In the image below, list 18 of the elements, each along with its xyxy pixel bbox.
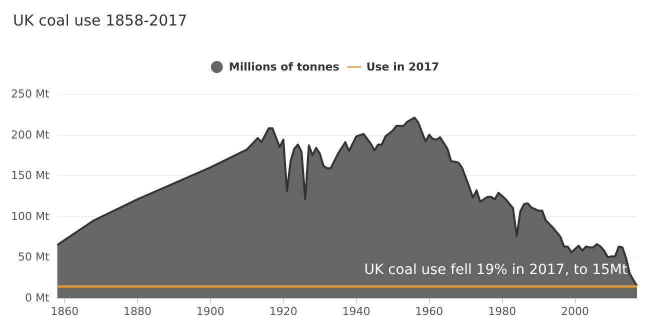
x-tick-label: 1980 xyxy=(488,305,516,318)
x-tick-label: 2000 xyxy=(561,305,590,318)
chart-title: UK coal use 1858-2017 xyxy=(13,12,188,30)
x-tick-label: 1860 xyxy=(50,305,79,318)
y-tick-label: 150 Mt xyxy=(11,169,50,182)
y-tick-label: 250 Mt xyxy=(11,88,50,100)
x-tick-label: 1900 xyxy=(196,305,224,318)
y-tick-label: 100 Mt xyxy=(11,210,50,223)
annotation: UK coal use fell 19% in 2017, to 15Mt xyxy=(364,262,628,278)
x-tick-label: 1880 xyxy=(124,305,152,318)
y-tick-label: 200 Mt xyxy=(11,128,50,142)
x-tick-label: 1960 xyxy=(415,305,444,318)
x-tick-label: 1920 xyxy=(269,305,298,318)
y-tick-label: 50 Mt xyxy=(18,250,50,264)
x-tick-label: 1940 xyxy=(342,305,370,318)
y-tick-label: 0 Mt xyxy=(24,292,50,304)
legend-label: Millions of tonnes xyxy=(228,60,340,74)
legend-label: Use in 2017 xyxy=(366,60,440,74)
